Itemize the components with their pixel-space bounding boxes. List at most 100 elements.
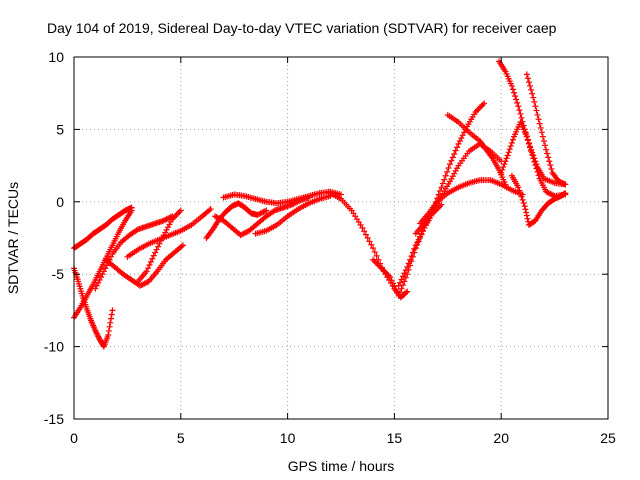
- data-point: [523, 133, 530, 140]
- data-point: [534, 111, 541, 118]
- data-point: [498, 169, 505, 176]
- x-tick-label: 10: [280, 430, 296, 446]
- data-point: [530, 155, 537, 162]
- data-point: [455, 140, 462, 147]
- data-point: [397, 289, 404, 296]
- data-point: [505, 149, 512, 156]
- data-point: [527, 144, 534, 151]
- data-point: [402, 267, 409, 274]
- y-tick-label: -5: [52, 266, 65, 282]
- series-arc-18: [496, 58, 569, 188]
- data-point: [407, 256, 414, 263]
- data-point: [525, 140, 532, 147]
- data-point: [535, 172, 542, 179]
- data-point: [438, 201, 445, 208]
- data-point: [405, 260, 412, 267]
- data-point: [508, 82, 515, 89]
- data-point: [503, 155, 510, 162]
- data-point: [398, 285, 405, 292]
- chart-title: Day 104 of 2019, Sidereal Day-to-day VTE…: [47, 20, 557, 36]
- data-point: [149, 255, 156, 262]
- series-arc-12: [327, 190, 411, 301]
- data-point: [500, 164, 507, 171]
- data-point: [473, 107, 480, 114]
- data-point: [370, 245, 377, 252]
- data-point: [475, 106, 482, 113]
- data-point: [481, 100, 488, 107]
- series-arc-6: [124, 206, 214, 260]
- data-point: [509, 136, 516, 143]
- data-point: [146, 262, 153, 269]
- data-point: [176, 208, 183, 215]
- data-point: [516, 187, 523, 194]
- series-arc-2: [71, 265, 116, 350]
- data-point: [511, 89, 518, 96]
- data-point: [523, 71, 530, 78]
- tick-labels: 0 5 10 15 20 25 -15 -10 -5 0 5 10: [44, 49, 616, 446]
- data-point: [537, 124, 544, 131]
- x-tick-label: 20: [493, 430, 509, 446]
- data-point: [548, 165, 555, 172]
- y-tick-label: -15: [44, 411, 64, 427]
- data-point: [371, 258, 378, 265]
- data-point: [371, 248, 378, 255]
- y-tick-label: -10: [44, 339, 64, 355]
- data-point: [524, 75, 531, 82]
- data-point: [521, 203, 528, 210]
- data-point: [504, 152, 511, 159]
- data-point: [543, 146, 550, 153]
- data-point: [515, 184, 522, 191]
- data-point: [544, 150, 551, 157]
- data-point: [518, 193, 525, 200]
- data-point: [499, 166, 506, 173]
- data-point: [446, 161, 453, 168]
- data-point: [501, 161, 508, 168]
- x-tick-label: 25: [600, 430, 616, 446]
- data-point: [109, 307, 116, 314]
- plot-frame: [73, 56, 609, 420]
- series-arc-3: [71, 207, 135, 321]
- series-arc-13: [370, 201, 445, 299]
- data-point: [538, 129, 545, 136]
- series-arc-5: [103, 242, 186, 289]
- data-point: [366, 238, 373, 245]
- data-point: [438, 184, 445, 191]
- data-point: [506, 146, 513, 153]
- data-point: [368, 241, 375, 248]
- data-point: [515, 103, 522, 110]
- data-point: [108, 315, 115, 322]
- data-point: [535, 116, 542, 123]
- data-points: [71, 58, 569, 350]
- data-point: [456, 137, 463, 144]
- data-point: [173, 211, 180, 218]
- data-point: [517, 190, 524, 197]
- data-point: [540, 137, 547, 144]
- data-point: [170, 214, 177, 221]
- data-point: [534, 168, 541, 175]
- data-point: [562, 190, 569, 197]
- data-point: [263, 207, 270, 214]
- data-point: [404, 271, 411, 278]
- data-point: [411, 245, 418, 252]
- data-point: [507, 143, 514, 150]
- data-point: [364, 235, 371, 241]
- data-point: [444, 168, 451, 175]
- data-point: [361, 228, 368, 235]
- data-point: [397, 279, 404, 286]
- data-point: [523, 209, 530, 216]
- data-point: [155, 243, 162, 250]
- series-arc-17: [444, 111, 509, 188]
- data-point: [404, 288, 411, 295]
- data-point: [541, 142, 548, 149]
- data-point: [454, 144, 461, 151]
- x-tick-label: 0: [70, 430, 78, 446]
- data-point: [174, 210, 181, 217]
- data-point: [391, 283, 398, 290]
- data-point: [533, 165, 540, 172]
- series-arc-21: [523, 71, 569, 188]
- data-point: [519, 196, 526, 203]
- data-point: [530, 94, 537, 101]
- data-point: [398, 276, 405, 283]
- data-point: [532, 103, 539, 110]
